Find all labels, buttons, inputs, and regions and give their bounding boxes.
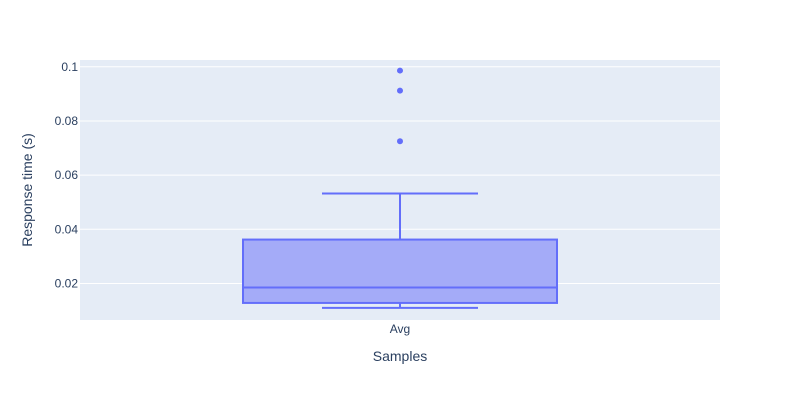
y-axis-title: Response time (s) [19, 133, 35, 247]
y-tick-labels: 0.02 0.04 0.06 0.08 0.1 [55, 60, 79, 291]
y-tick-label: 0.04 [55, 222, 79, 236]
y-tick-label: 0.06 [55, 168, 79, 182]
box-trace[interactable] [242, 67, 558, 309]
x-tick-label-avg: Avg [390, 322, 410, 336]
outlier-point[interactable] [397, 67, 403, 74]
outlier-point[interactable] [397, 87, 403, 94]
y-tick-label: 0.1 [61, 60, 78, 74]
y-tick-label: 0.02 [55, 276, 79, 290]
y-tick-label: 0.08 [55, 114, 79, 128]
x-axis-title: Samples [373, 348, 427, 364]
interquartile-box[interactable] [242, 238, 558, 304]
outlier-point[interactable] [397, 138, 403, 145]
